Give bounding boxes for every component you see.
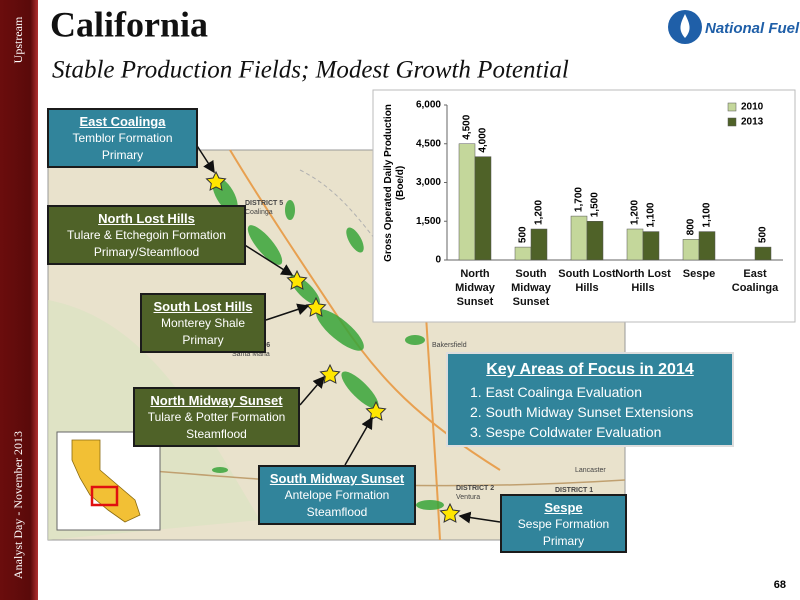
x-tick-label: South Lost Hills: [558, 268, 616, 294]
legend-swatch: [727, 102, 737, 112]
callout-line: Steamflood: [186, 427, 247, 441]
value-label: 1,100: [646, 202, 657, 227]
map-label: DISTRICT 2: [456, 485, 494, 492]
value-label: 1,700: [574, 187, 585, 212]
arrow: [344, 416, 373, 466]
bar: [698, 231, 716, 261]
callout: North Lost Hills Tulare & Etchegoin Forma…: [47, 205, 246, 265]
callout: Sespe Sespe Formation Primary: [500, 494, 627, 553]
star: [205, 170, 227, 191]
logo-text: National Fuel: [705, 20, 800, 37]
map-label: DISTRICT 1: [555, 487, 593, 494]
callout-line: Steamflood: [306, 505, 368, 519]
arrow: [458, 511, 501, 524]
arrow: [239, 241, 294, 276]
x-tick-label: North Midway Sunset: [455, 268, 495, 308]
key-area-item: 3. Sespe Coldwater Evaluation: [470, 424, 662, 440]
legend-swatch: [727, 117, 737, 127]
y-tick-label: 4,500: [416, 138, 441, 149]
chart-frame: [372, 89, 796, 323]
bar: [474, 156, 492, 261]
y-tick-label: 0: [435, 255, 441, 266]
callout-line: Primary: [182, 333, 224, 347]
x-tick-label: South Midway Sunset: [511, 268, 551, 308]
callout-title: Sespe: [544, 500, 583, 515]
y-tick-label: 3,000: [416, 177, 441, 188]
key-areas-title: Key Areas of Focus in 2014: [486, 361, 694, 378]
callout-line: Sespe Formation: [517, 517, 610, 531]
callout-line: Primary/Steamflood: [93, 245, 200, 259]
bar: [626, 228, 644, 261]
bar: [642, 231, 660, 261]
map-label: Coalinga: [245, 209, 273, 216]
arrow: [265, 303, 310, 321]
callout-line: Primary: [542, 534, 585, 548]
map-label: Ventura: [456, 494, 480, 501]
bar: [586, 221, 604, 261]
key-area-item: 2. South Midway Sunset Extensions: [470, 404, 694, 420]
value-label: 800: [686, 218, 697, 235]
page-number: 68: [774, 579, 786, 591]
arrow: [299, 375, 325, 406]
star: [365, 400, 387, 421]
y-axis-title: Gross Operated Daily Production (Boe/d): [383, 103, 406, 262]
callout-line: Tulare & Potter Formation: [147, 410, 286, 424]
bar: [458, 143, 476, 261]
inset-map: [56, 431, 161, 531]
callout-title: East Coalinga: [79, 114, 166, 129]
bar: [682, 239, 700, 261]
value-label: 1,200: [534, 200, 545, 225]
callout-title: South Lost Hills: [153, 299, 253, 314]
legend-label: 2010: [741, 102, 764, 113]
star: [319, 363, 341, 384]
value-label: 500: [758, 226, 769, 243]
x-tick-label: East Coalinga: [731, 268, 779, 294]
title: California: [50, 4, 208, 44]
value-label: 500: [518, 226, 529, 243]
callout: East Coalinga Temblor Formation Primary: [47, 108, 198, 168]
value-label: 1,500: [590, 192, 601, 217]
callout-line: Monterey Shale: [160, 316, 246, 330]
callout-title: North Midway Sunset: [150, 393, 283, 408]
bar: [530, 228, 548, 261]
map-label: Santa Maria: [232, 351, 270, 358]
callout-line: Tulare & Etchegoin Formation: [67, 228, 226, 242]
bar: [754, 246, 772, 261]
key-areas: Key Areas of Focus in 2014 1. East Coali…: [446, 352, 734, 447]
arrows: [191, 137, 501, 524]
star: [286, 269, 308, 290]
callout-line: Temblor Formation: [72, 131, 173, 145]
value-label: 4,500: [462, 114, 473, 139]
field-stars: [205, 170, 461, 523]
callout: North Midway Sunset Tulare & Potter Forma…: [133, 387, 300, 447]
map-label: Lancaster: [575, 467, 606, 474]
key-area-item: 1. East Coalinga Evaluation: [470, 384, 642, 400]
bar: [570, 215, 588, 261]
legend-label: 2013: [741, 117, 764, 128]
x-tick-label: North Lost Hills: [615, 268, 671, 294]
callout-title: South Midway Sunset: [269, 471, 405, 486]
value-label: 1,200: [630, 200, 641, 225]
bar: [514, 246, 532, 261]
star: [439, 502, 461, 523]
map-label: Bakersfield: [432, 342, 467, 349]
callout-line: Primary: [101, 148, 144, 162]
value-label: 4,000: [478, 127, 489, 152]
callout-title: North Lost Hills: [98, 211, 195, 226]
map-label: DISTRICT 5: [245, 200, 283, 207]
callout: South Midway Sunset Antelope Formation Ste…: [258, 465, 416, 525]
sidebar-top: Upstream: [11, 16, 25, 63]
x-tick-label: Sespe: [682, 268, 716, 280]
sidebar-bottom: Analyst Day - November 2013: [11, 431, 25, 579]
callout: South Lost Hills Monterey Shale Primary: [140, 293, 266, 353]
y-tick-label: 1,500: [416, 216, 441, 227]
subtitle: Stable Production Fields; Modest Growth …: [52, 57, 569, 84]
callout-line: Antelope Formation: [284, 488, 390, 502]
sidebar: [0, 0, 38, 600]
logo: National Fuel: [668, 10, 800, 44]
y-tick-label: 6,000: [416, 100, 441, 111]
value-label: 1,100: [702, 202, 713, 227]
